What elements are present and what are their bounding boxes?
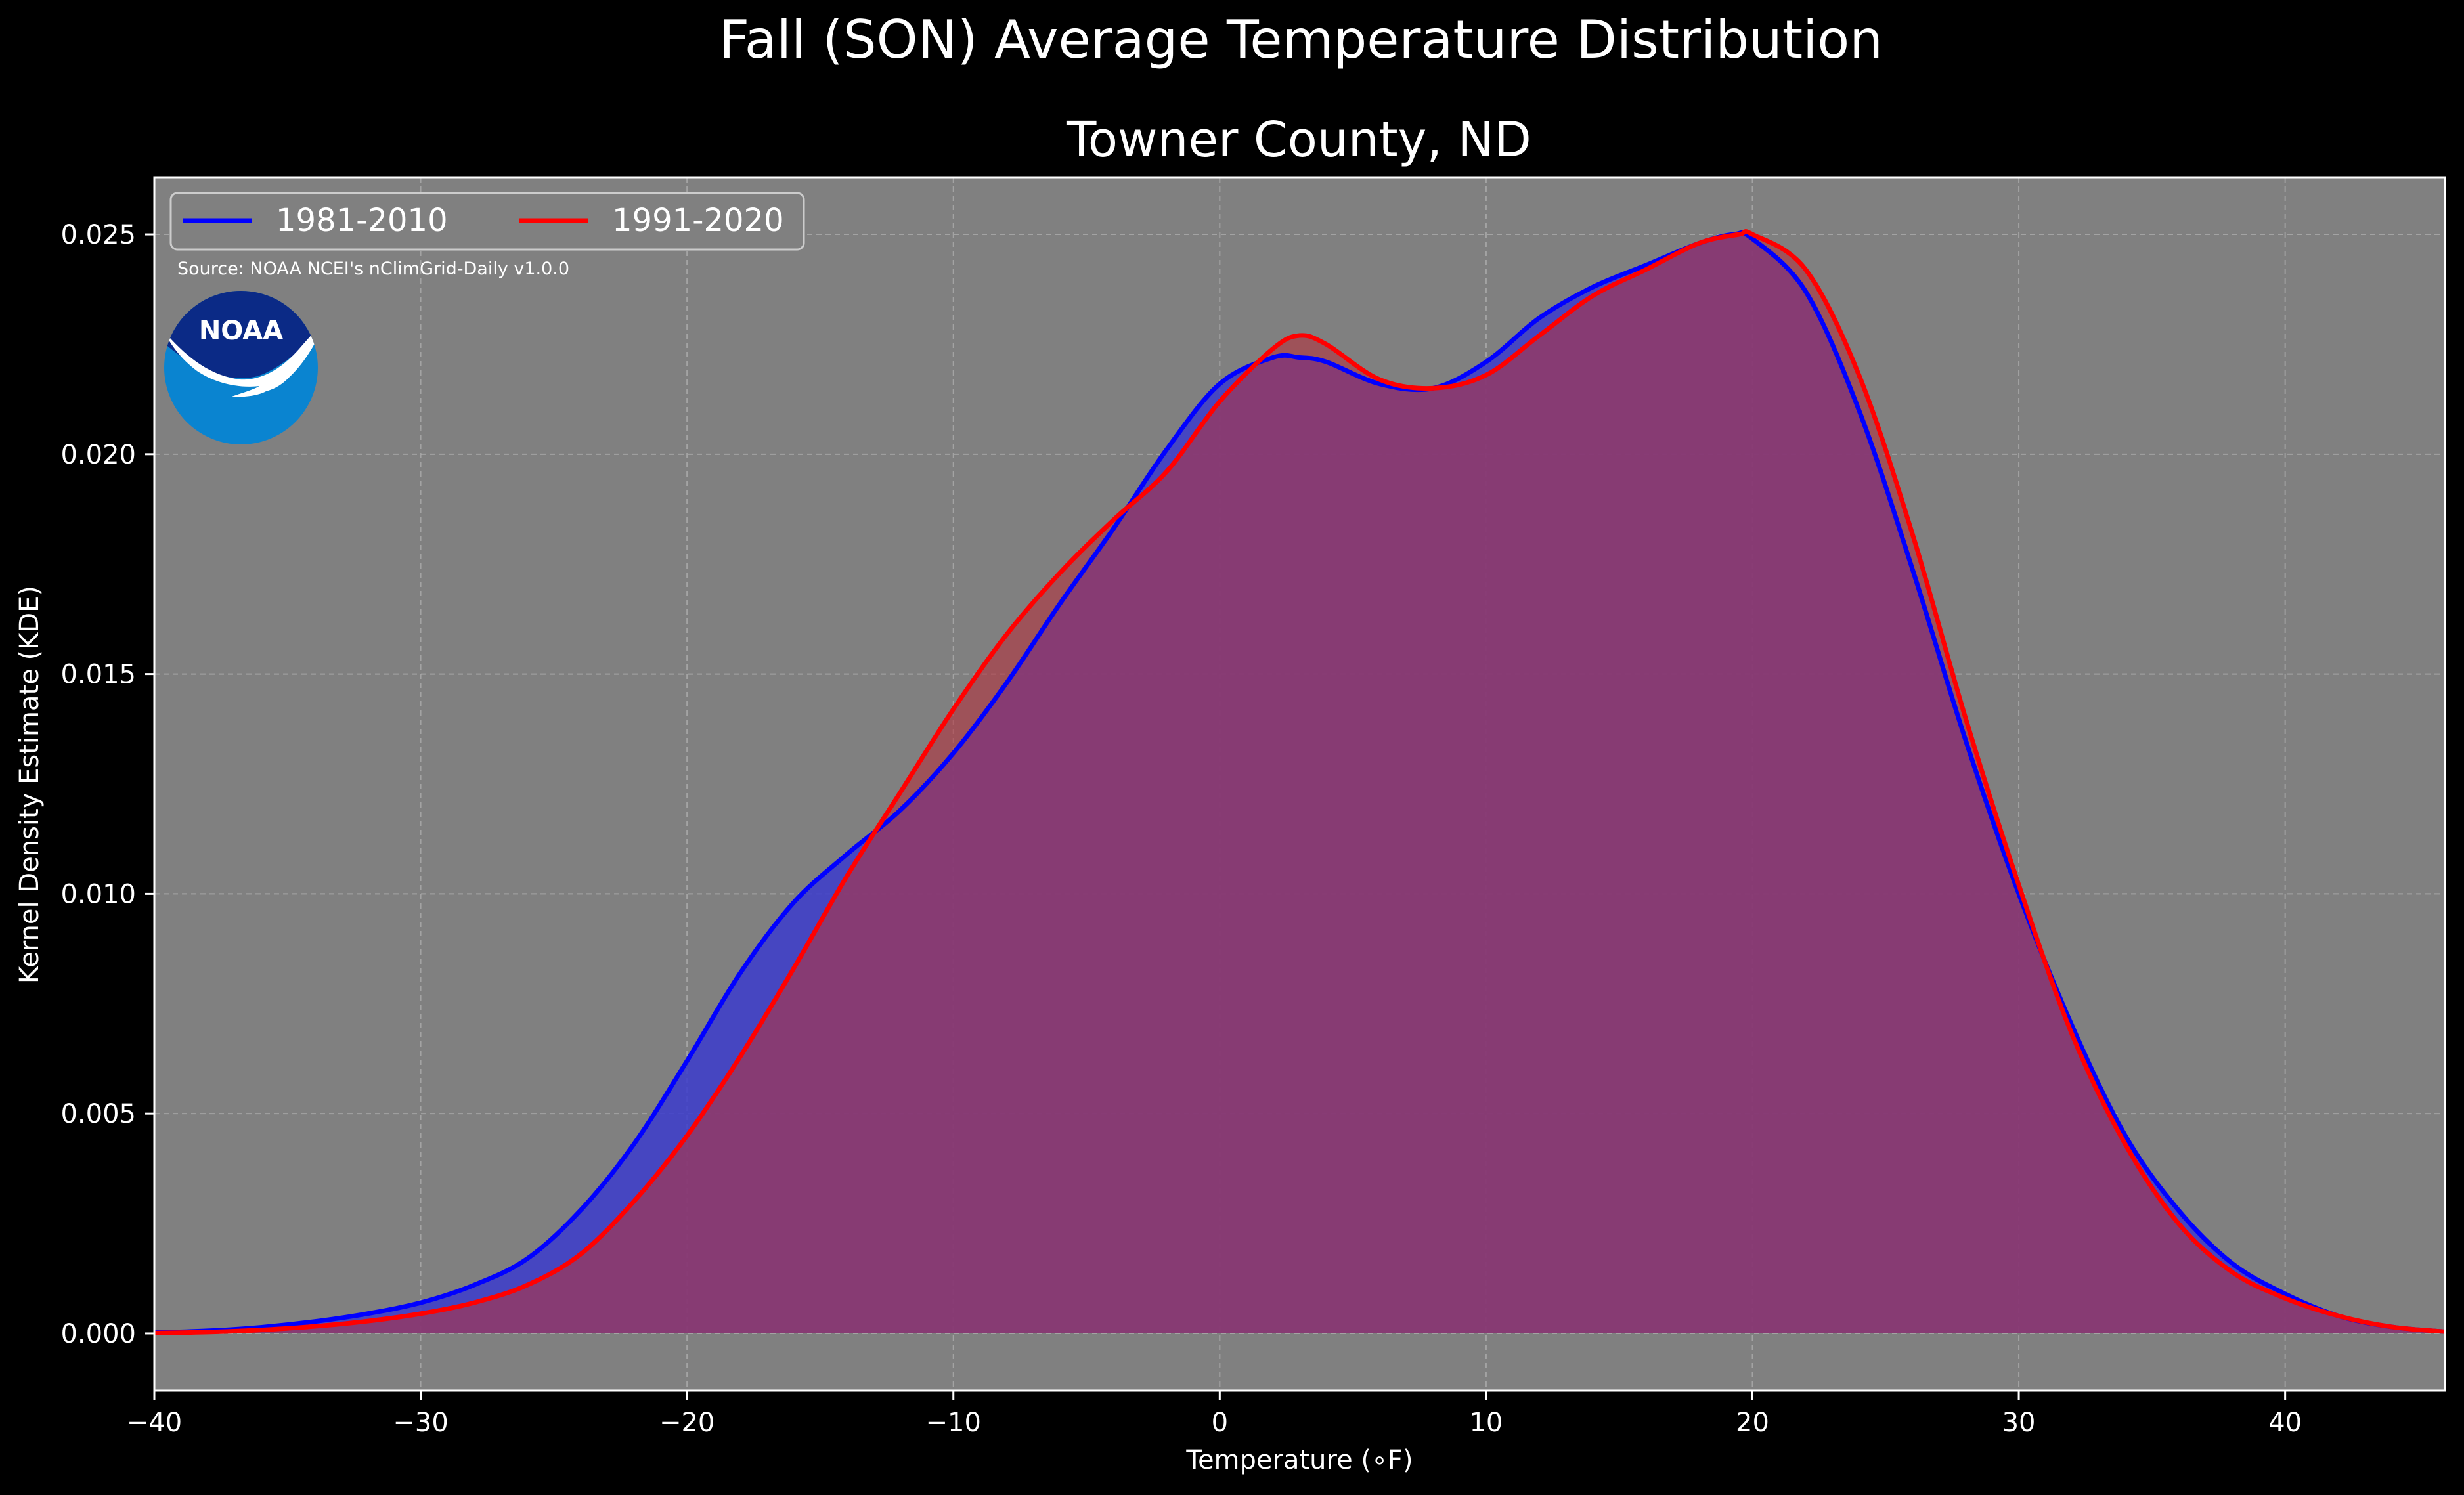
plot-frame — [153, 176, 2446, 1392]
x-tick-label: 20 — [1736, 1408, 1769, 1438]
y-tick-label: 0.010 — [60, 879, 136, 909]
x-tick-label: 10 — [1469, 1408, 1503, 1438]
y-tick-label: 0.025 — [60, 220, 136, 250]
density-fills — [154, 231, 2445, 1333]
x-tick-label: 30 — [2002, 1408, 2036, 1438]
x-tick-label: −20 — [659, 1408, 715, 1438]
chart-title: Fall (SON) Average Temperature Distribut… — [719, 9, 1883, 70]
source-note: Source: NOAA NCEI's nClimGrid-Daily v1.0… — [177, 259, 569, 279]
x-tick-label: 40 — [2268, 1408, 2302, 1438]
noaa-logo-top — [164, 291, 318, 378]
y-tick-label: 0.000 — [60, 1319, 136, 1349]
noaa-logo-gull — [164, 323, 318, 397]
y-axis-label: Kernel Density Estimate (KDE) — [14, 586, 45, 984]
density-fill-1991-2020 — [154, 231, 2445, 1333]
chart-subtitle: Towner County, ND — [1066, 112, 1531, 168]
density-line-1991-2020 — [154, 229, 2446, 1335]
x-tick-label: 0 — [1212, 1408, 1228, 1438]
axis-ticks: −40 −30 −20 −10 0 10 20 30 40 0.000 0.005 0.010 0.01… — [60, 220, 2302, 1438]
x-tick-label: −40 — [127, 1408, 182, 1438]
legend-label-1981-2010: 1981-2010 — [276, 202, 448, 239]
legend-label-1991-2020: 1991-2020 — [612, 202, 784, 239]
x-axis-label: Temperature (∘F) — [1185, 1445, 1413, 1475]
legend-box — [169, 192, 805, 251]
y-tick-label: 0.005 — [60, 1099, 136, 1129]
y-tick-label: 0.015 — [60, 660, 136, 690]
noaa-logo-text: NOAA — [199, 316, 283, 346]
legend: 1981-2010 1991-2020 — [169, 192, 805, 251]
y-tick-label: 0.020 — [60, 440, 136, 470]
x-tick-label: −10 — [926, 1408, 981, 1438]
density-lines — [154, 229, 2446, 1335]
x-tick-label: −30 — [393, 1408, 448, 1438]
noaa-logo: NOAA — [164, 291, 318, 444]
